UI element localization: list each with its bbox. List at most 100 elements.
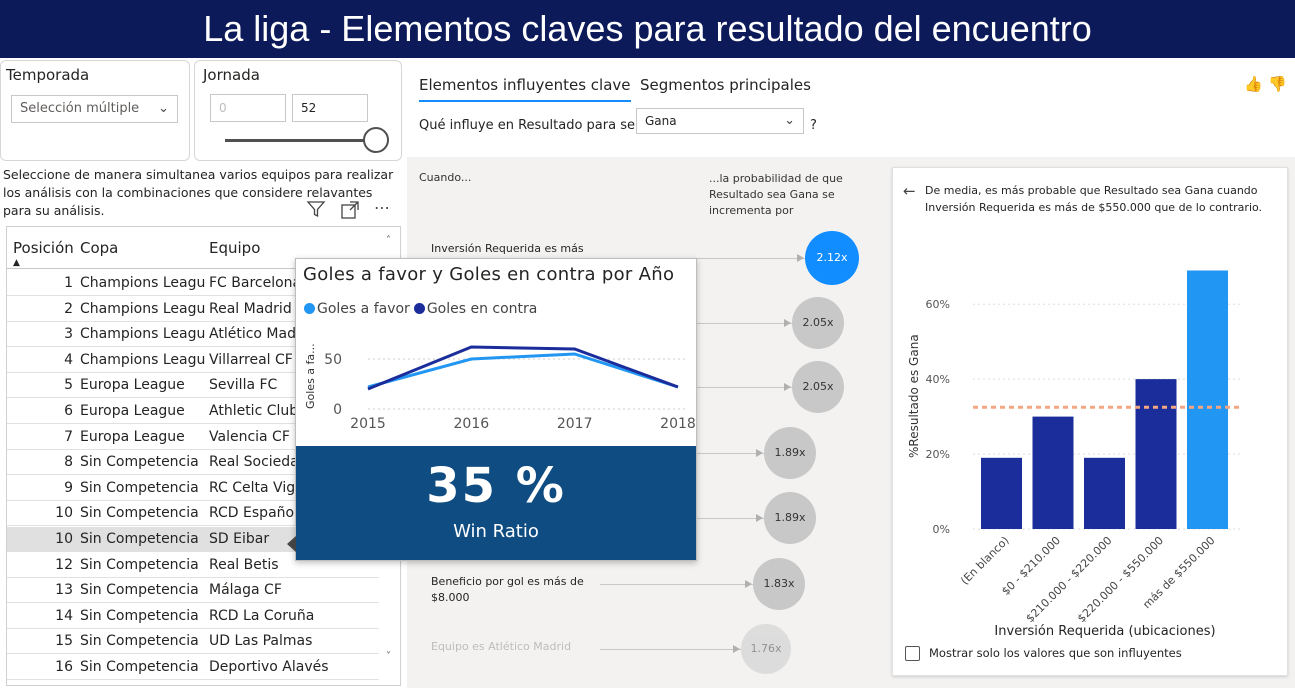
cell-copa: Sin Competencia <box>80 479 199 496</box>
thumbs-up-icon[interactable]: 👍 <box>1244 75 1263 93</box>
filter-icon[interactable] <box>306 199 326 219</box>
table-row[interactable]: 15 Sin Competencia UD Las Palmas <box>7 629 379 655</box>
tab-segmentos-principales[interactable]: Segmentos principales <box>640 76 811 94</box>
cell-posicion: 3 <box>64 326 73 343</box>
standings-table: Posición ▲ Copa Equipo 1 Champions League… <box>6 226 401 686</box>
cell-equipo: Málaga CF <box>209 582 282 599</box>
cell-copa: Champions League <box>80 326 205 343</box>
legend-item[interactable]: Goles en contra <box>413 301 537 317</box>
arrow-icon <box>784 319 791 327</box>
bar[interactable] <box>981 457 1022 529</box>
more-options-icon[interactable]: ⋯ <box>374 198 391 217</box>
table-row[interactable]: 13 Sin Competencia Málaga CF <box>7 578 379 604</box>
header-equipo[interactable]: Equipo <box>209 239 261 257</box>
result-dropdown[interactable]: Gana ⌄ <box>636 108 804 134</box>
table-row[interactable]: 12 Sin Competencia Real Betis <box>7 553 379 578</box>
table-row[interactable]: 3 Champions League Atlético Madrid <box>7 322 379 348</box>
thumbs-down-icon[interactable]: 👎 <box>1268 75 1287 93</box>
cell-posicion: 12 <box>55 556 73 573</box>
y-tick-label: 60% <box>926 298 950 311</box>
table-row[interactable]: 4 Champions League Villarreal CF <box>7 348 379 373</box>
y-axis-label: %Resultado es Gana <box>907 334 921 458</box>
cell-equipo: FC Barcelona <box>209 275 302 291</box>
arrow-icon <box>745 580 752 588</box>
bar[interactable] <box>1187 270 1228 529</box>
jornada-min-input[interactable]: 0 <box>210 94 286 122</box>
influence-factor-bubble[interactable]: 2.12x <box>805 231 859 285</box>
influencer-label[interactable]: Beneficio por gol es más de $8.000 <box>431 575 584 604</box>
influencer-label[interactable]: Equipo es Atlético Madrid <box>431 640 572 653</box>
legend-dot-icon <box>304 303 315 314</box>
cell-posicion: 10 <box>55 531 73 547</box>
table-row[interactable]: 7 Europa League Valencia CF <box>7 425 379 450</box>
table-header: Posición ▲ Copa Equipo <box>7 227 379 269</box>
x-tick-label: $210.000 - $220.000 <box>1023 534 1114 625</box>
y-tick-label: 50 <box>324 352 342 368</box>
header-copa[interactable]: Copa <box>80 239 119 257</box>
cell-posicion: 7 <box>64 428 73 445</box>
influence-factor-bubble[interactable]: 1.76x <box>741 624 791 674</box>
cell-posicion: 5 <box>64 377 73 394</box>
cell-copa: Sin Competencia <box>80 556 199 573</box>
question-mark: ? <box>810 118 817 133</box>
table-row[interactable]: 8 Sin Competencia Real Sociedad <box>7 450 379 476</box>
table-row[interactable]: 10 Sin Competencia RCD Español <box>7 501 379 527</box>
series-line <box>367 345 679 391</box>
chevron-down-icon: ⌄ <box>784 113 795 128</box>
cell-equipo: Atlético Madrid <box>209 326 315 343</box>
legend-item[interactable]: Goles a favor <box>304 301 410 317</box>
jornada-slider-track[interactable] <box>225 139 375 142</box>
legend-dot-icon <box>413 303 425 314</box>
sort-ascending-icon: ▲ <box>13 258 20 268</box>
influence-factor-bubble[interactable]: 1.89x <box>764 492 816 544</box>
bar[interactable] <box>1032 416 1074 529</box>
influence-factor-bubble[interactable]: 1.89x <box>764 427 816 479</box>
influence-factor-bubble[interactable]: 2.05x <box>792 297 844 349</box>
x-tick-label: 2018 <box>660 416 696 432</box>
bar[interactable] <box>1135 379 1177 529</box>
cell-equipo: Real Madrid CF <box>209 300 314 317</box>
scroll-up-icon[interactable]: ˄ <box>386 235 391 246</box>
temporada-value: Selección múltiple <box>20 101 140 116</box>
temporada-slicer: Temporada Selección múltiple ⌄ <box>0 60 190 161</box>
y-tick-label: 0 <box>333 402 342 418</box>
jornada-slider-handle[interactable] <box>363 127 389 153</box>
influencer-connector <box>600 649 741 650</box>
influence-factor-bubble[interactable]: 1.83x <box>753 558 805 610</box>
y-tick-label: 20% <box>926 448 950 461</box>
bar[interactable] <box>1084 457 1125 529</box>
header-posicion[interactable]: Posición <box>13 239 74 257</box>
table-row[interactable]: 5 Europa League Sevilla FC <box>7 373 379 399</box>
influential-checkbox-label: Mostrar solo los valores que son influye… <box>929 646 1182 660</box>
influencer-label[interactable]: Inversión Requerida es más <box>431 242 584 255</box>
cell-copa: Sin Competencia <box>80 531 199 547</box>
influence-question: Qué influye en Resultado para ser <box>419 118 641 133</box>
x-tick-label: $220.000 - $550.000 <box>1075 534 1166 625</box>
cell-posicion: 14 <box>55 607 73 624</box>
scroll-down-icon[interactable]: ˅ <box>386 651 391 662</box>
temporada-dropdown[interactable]: Selección múltiple ⌄ <box>11 95 178 123</box>
cell-equipo: RCD La Coruña <box>209 607 315 624</box>
cell-posicion: 9 <box>64 479 73 496</box>
table-row[interactable]: 1 Champions League FC Barcelona <box>7 271 379 296</box>
cell-equipo: Real Sociedad <box>209 454 308 471</box>
x-axis-label: Inversión Requerida (ubicaciones) <box>994 624 1215 638</box>
cell-posicion: 1 <box>64 275 73 291</box>
back-arrow-icon[interactable]: ← <box>903 182 916 200</box>
influence-factor-bubble[interactable]: 2.05x <box>792 361 844 413</box>
table-row[interactable]: 14 Sin Competencia RCD La Coruña <box>7 604 379 629</box>
x-tick-label: 2017 <box>557 416 593 432</box>
jornada-max-input[interactable]: 52 <box>292 94 368 122</box>
table-row[interactable]: 9 Sin Competencia RC Celta Vigo <box>7 476 379 501</box>
tooltip-legend: Goles a favor Goles en contra <box>304 301 541 317</box>
table-row[interactable]: 2 Champions League Real Madrid CF <box>7 297 379 322</box>
focus-mode-icon[interactable] <box>340 200 360 220</box>
cell-posicion: 8 <box>64 454 73 471</box>
cell-copa: Sin Competencia <box>80 659 199 675</box>
table-row[interactable]: 16 Sin Competencia Deportivo Alavés <box>7 655 379 680</box>
cell-equipo: Sevilla FC <box>209 377 278 394</box>
scrollbar[interactable]: ˄ ˅ <box>380 227 400 685</box>
win-ratio-value: 35 % <box>426 458 566 514</box>
tab-elementos-influyentes[interactable]: Elementos influyentes clave <box>419 76 631 102</box>
influential-checkbox[interactable] <box>905 646 920 661</box>
